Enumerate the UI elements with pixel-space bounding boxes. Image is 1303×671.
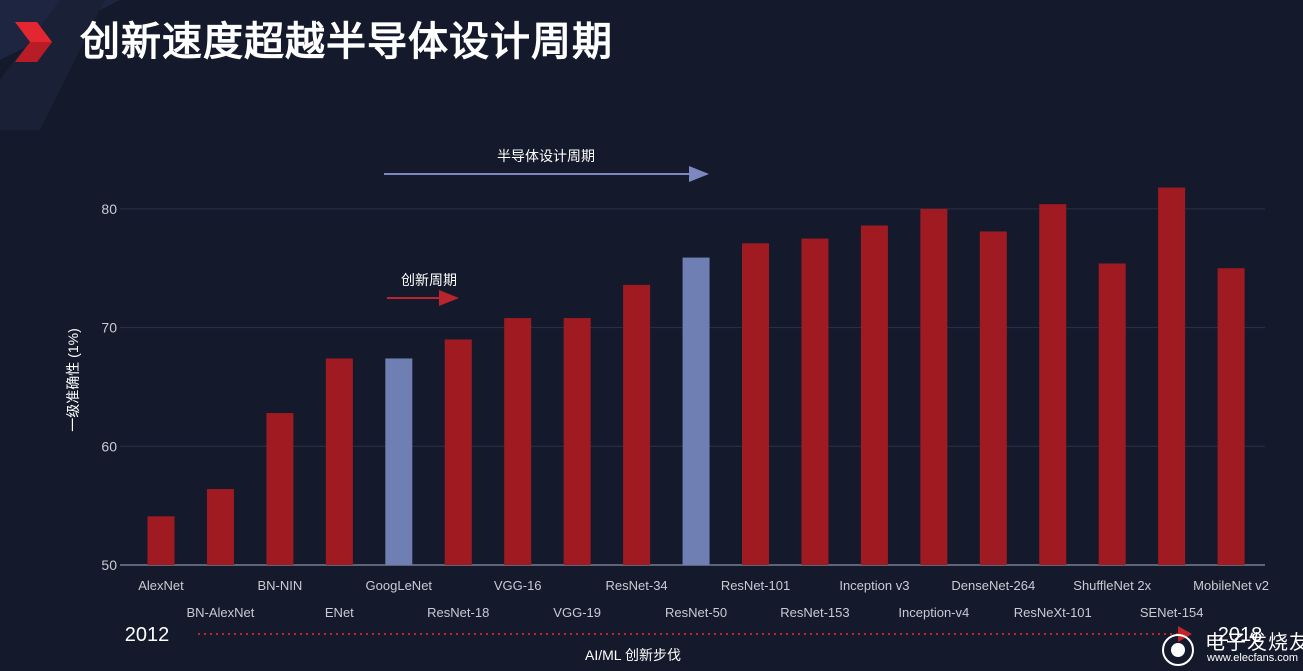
x-tick-label: SENet-154	[1140, 605, 1204, 620]
y-tick-label: 50	[101, 557, 117, 573]
bar	[563, 318, 591, 565]
x-tick-label: VGG-19	[553, 605, 601, 620]
x-tick-label: ResNet-50	[665, 605, 727, 620]
watermark-brand: 电子发烧友	[1205, 630, 1303, 654]
x-tick-label: Inception v3	[839, 578, 909, 593]
bar	[1098, 263, 1126, 565]
slide-title: 创新速度超越半导体设计周期	[80, 19, 613, 65]
y-axis-label: 一级准确性 (1%)	[65, 328, 81, 431]
bar	[623, 284, 651, 565]
year-start-label: 2012	[125, 624, 170, 646]
y-axis-ticks: 50 60 70 80	[101, 201, 117, 573]
x-tick-label: BN-NIN	[258, 578, 303, 593]
watermark-url: www.elecfans.com	[1207, 652, 1299, 664]
x-tick-label: ResNet-101	[721, 578, 790, 593]
x-axis-label: AI/ML 创新步伐	[585, 647, 681, 663]
x-tick-label: DenseNet-264	[951, 578, 1035, 593]
bar	[742, 243, 769, 565]
bar	[444, 339, 472, 565]
bar	[147, 516, 175, 565]
bars	[147, 187, 1245, 566]
bar	[206, 489, 234, 565]
timeline-arrow-icon	[1178, 626, 1192, 642]
bar	[266, 413, 294, 565]
bar	[325, 358, 353, 565]
y-tick-label: 60	[101, 438, 117, 454]
year-end-label: 2018	[1218, 624, 1263, 646]
x-tick-label: ResNet-34	[606, 578, 668, 593]
x-tick-label: VGG-16	[494, 578, 542, 593]
x-tick-label: ResNeXt-101	[1014, 605, 1092, 620]
bar	[920, 208, 948, 565]
y-tick-label: 80	[101, 201, 117, 217]
corner-decoration	[0, 0, 120, 130]
y-tick-label: 70	[101, 320, 117, 336]
x-tick-label: ResNet-153	[780, 605, 849, 620]
logo-chevron-icon	[15, 22, 52, 62]
bar	[979, 231, 1007, 565]
x-tick-label: Inception-v4	[898, 605, 969, 620]
elecfans-logo-icon	[1162, 634, 1194, 666]
bar	[385, 358, 413, 565]
bar	[801, 238, 829, 565]
x-tick-label: ENet	[325, 605, 354, 620]
x-tick-label: ShuffleNet 2x	[1073, 578, 1151, 593]
innovation-cycle-label: 创新周期	[401, 272, 457, 288]
design-cycle-label: 半导体设计周期	[497, 148, 595, 164]
bar	[504, 318, 532, 565]
x-tick-label: AlexNet	[138, 578, 184, 593]
bar	[1217, 268, 1245, 565]
bar	[1158, 187, 1186, 565]
bar	[682, 257, 710, 565]
x-tick-label: MobileNet v2	[1193, 578, 1269, 593]
x-tick-label: BN-AlexNet	[186, 605, 254, 620]
x-tick-label: GoogLeNet	[366, 578, 433, 593]
x-tick-label: ResNet-18	[427, 605, 489, 620]
bar	[860, 225, 888, 565]
bar	[1039, 204, 1067, 566]
